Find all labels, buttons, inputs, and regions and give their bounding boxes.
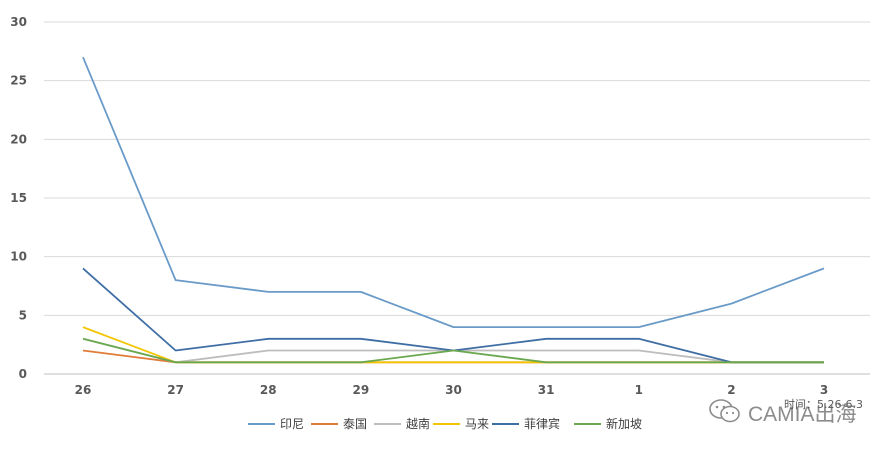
legend-label: 泰国 bbox=[343, 417, 367, 431]
y-tick-label: 25 bbox=[10, 74, 27, 88]
x-tick-label: 2 bbox=[727, 383, 735, 397]
legend-label: 越南 bbox=[406, 416, 430, 431]
x-axis-ticks: 26 27 28 29 30 31 1 2 3 bbox=[75, 383, 829, 397]
watermark-date-note: 时间：5.26-6.3 bbox=[784, 398, 863, 411]
x-tick-label: 1 bbox=[635, 383, 643, 397]
legend-label: 菲律宾 bbox=[524, 416, 560, 431]
y-tick-label: 10 bbox=[10, 250, 27, 264]
y-tick-label: 20 bbox=[10, 132, 27, 146]
x-tick-label: 31 bbox=[538, 383, 555, 397]
x-tick-label: 27 bbox=[167, 383, 184, 397]
legend-label: 马来 bbox=[465, 417, 489, 431]
y-tick-label: 0 bbox=[19, 367, 27, 381]
x-tick-label: 29 bbox=[353, 383, 370, 397]
y-axis-ticks: 0 5 10 15 20 25 30 bbox=[10, 15, 27, 381]
series-lines bbox=[82, 56, 825, 364]
x-tick-label: 30 bbox=[445, 383, 462, 397]
x-tick-label: 28 bbox=[260, 383, 277, 397]
legend: 印尼 泰国 越南 马来 菲律宾 新加坡 bbox=[248, 416, 642, 431]
x-tick-label: 26 bbox=[75, 383, 92, 397]
series-line-0 bbox=[82, 56, 825, 329]
x-tick-label: 3 bbox=[820, 383, 828, 397]
legend-label: 新加坡 bbox=[606, 416, 642, 431]
gridlines bbox=[44, 21, 870, 375]
series-line-5 bbox=[82, 337, 824, 364]
watermark: CAMIA出海 时间：5.26-6.3 bbox=[708, 396, 883, 426]
y-tick-label: 15 bbox=[10, 191, 27, 205]
y-tick-label: 30 bbox=[10, 15, 27, 29]
legend-label: 印尼 bbox=[280, 417, 304, 431]
watermark-brand: CAMIA出海 bbox=[748, 403, 857, 426]
wechat-icon bbox=[709, 399, 740, 423]
y-tick-label: 5 bbox=[19, 308, 27, 322]
